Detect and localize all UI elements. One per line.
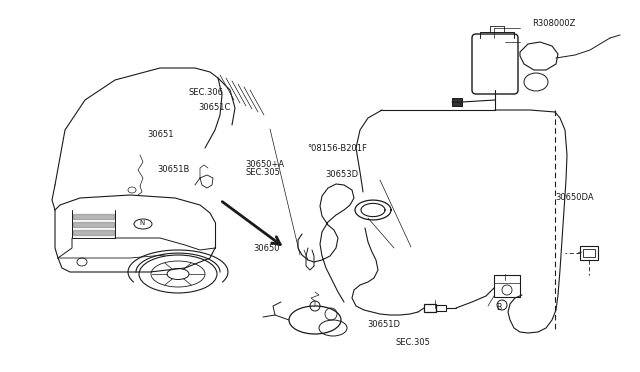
Bar xyxy=(452,98,462,106)
Text: N: N xyxy=(139,220,144,226)
Bar xyxy=(494,275,520,297)
Text: 30651D: 30651D xyxy=(367,320,401,329)
Text: 30651: 30651 xyxy=(147,130,173,139)
Text: 30650DA: 30650DA xyxy=(556,193,594,202)
Bar xyxy=(580,246,598,260)
Text: °08156-B201F: °08156-B201F xyxy=(307,144,367,153)
Text: SEC.305: SEC.305 xyxy=(396,338,430,347)
Text: 30651C: 30651C xyxy=(198,103,231,112)
Text: B: B xyxy=(496,303,501,312)
Text: 30653D: 30653D xyxy=(325,170,358,179)
Bar xyxy=(424,304,436,312)
Text: SEC.305: SEC.305 xyxy=(245,169,280,177)
Text: 30650+A: 30650+A xyxy=(245,160,284,169)
Text: 30651B: 30651B xyxy=(157,165,190,174)
Bar xyxy=(436,305,446,311)
Text: R308000Z: R308000Z xyxy=(532,19,576,28)
Bar xyxy=(583,249,595,257)
Text: 30650: 30650 xyxy=(253,244,279,253)
Text: SEC.306: SEC.306 xyxy=(188,88,223,97)
